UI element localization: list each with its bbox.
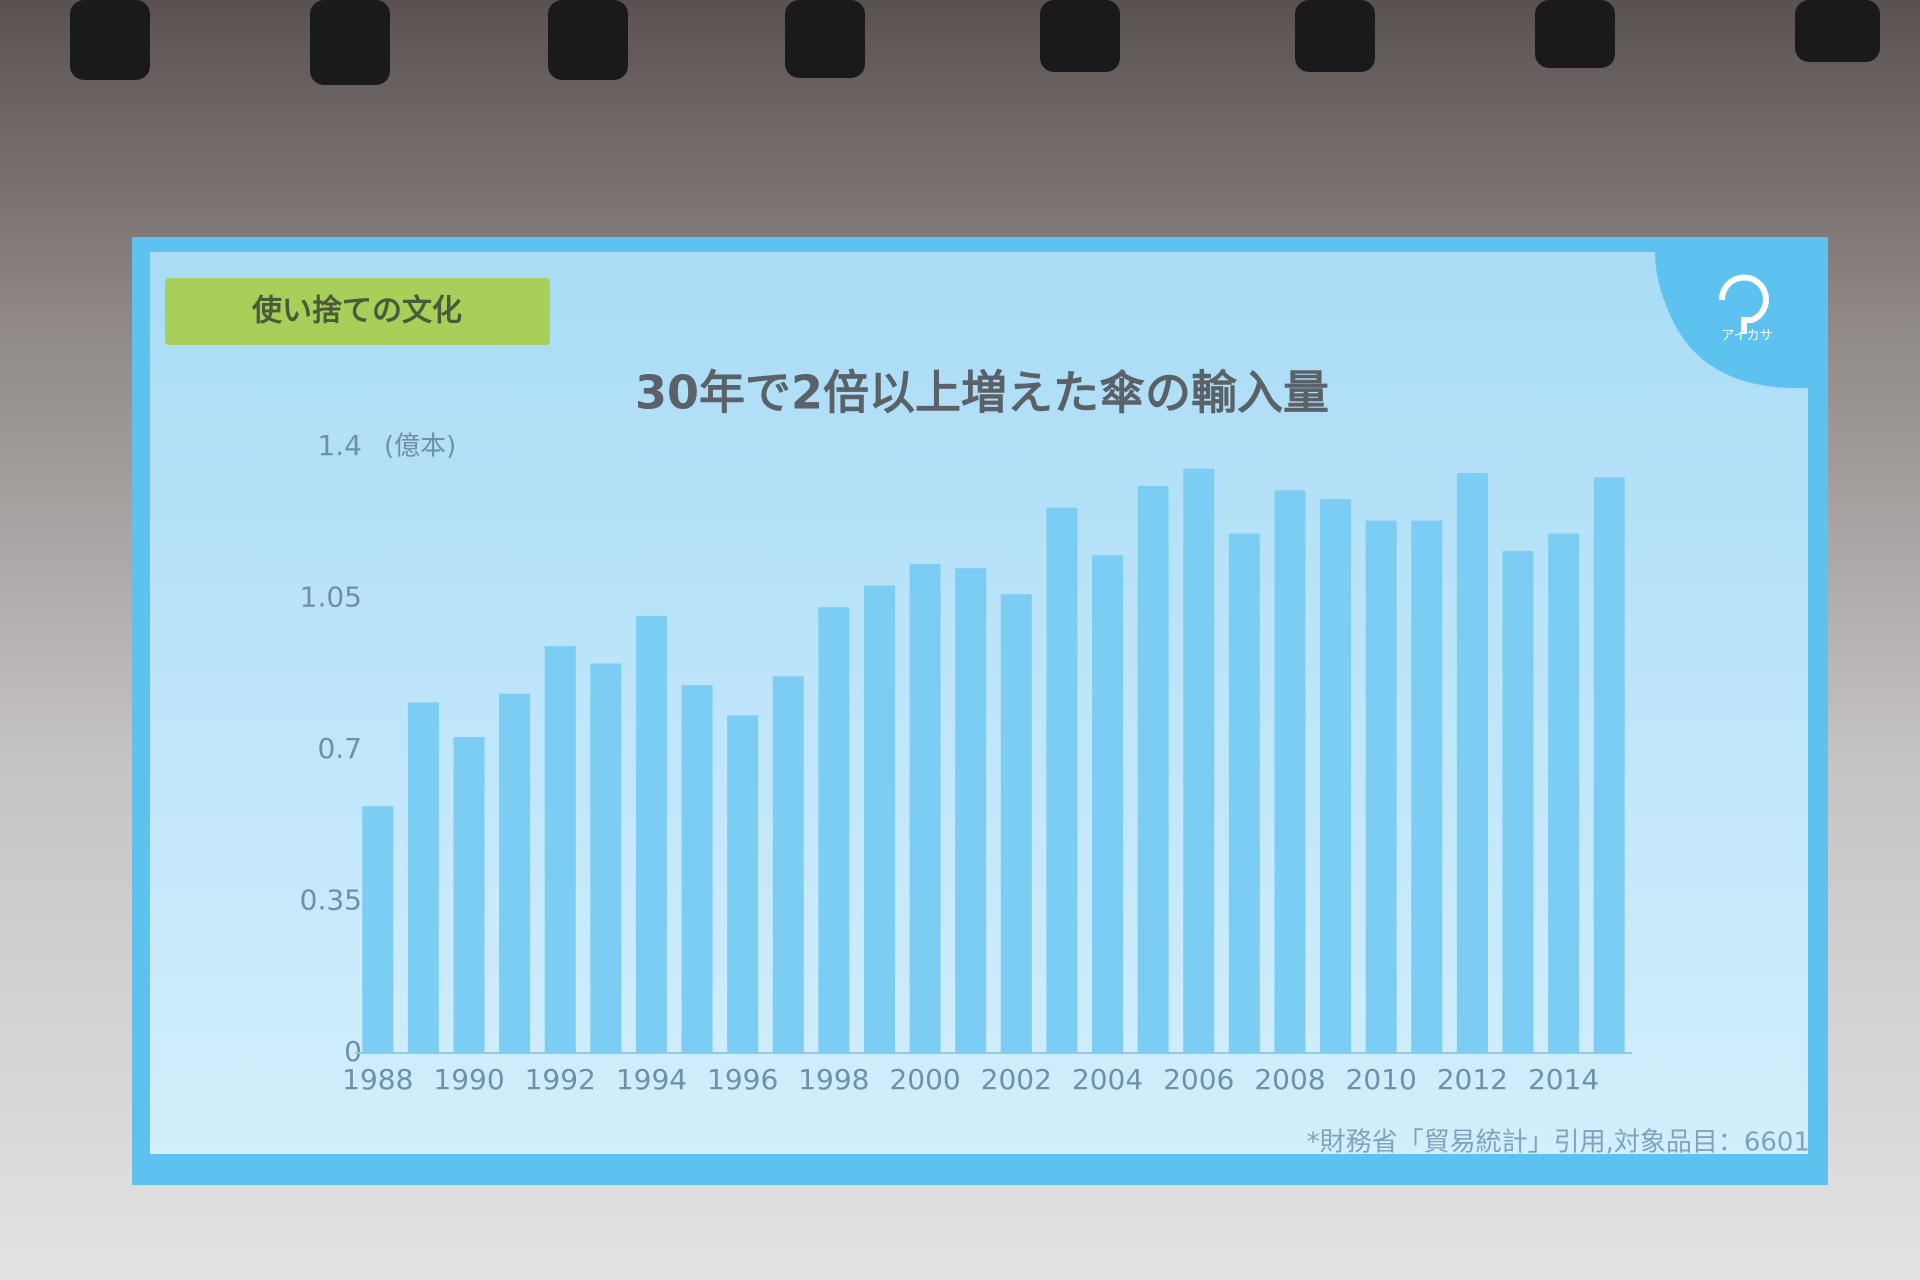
bar — [1228, 533, 1260, 1053]
x-tick-label: 1990 — [433, 1063, 504, 1096]
bar — [1411, 520, 1443, 1053]
bar — [1456, 472, 1488, 1053]
bar — [1000, 594, 1032, 1053]
x-tick-label: 1988 — [342, 1063, 413, 1096]
bar — [818, 607, 850, 1053]
logo-icon — [1718, 274, 1769, 334]
x-tick-label: 2004 — [1072, 1063, 1143, 1096]
bar — [909, 563, 941, 1053]
logo-text: アイカサ — [1721, 329, 1772, 344]
bar — [955, 568, 987, 1053]
x-tick-label: 2014 — [1528, 1063, 1599, 1096]
x-tick-label: 2008 — [1254, 1063, 1325, 1096]
bar — [590, 663, 622, 1053]
y-axis-unit: (億本) — [384, 432, 456, 462]
bar — [453, 737, 485, 1053]
x-tick-label: 2012 — [1437, 1063, 1508, 1096]
badge — [165, 278, 550, 345]
bar — [544, 646, 576, 1053]
bar — [1183, 468, 1215, 1054]
x-tick-label: 1992 — [525, 1063, 596, 1096]
x-tick-label: 2006 — [1163, 1063, 1234, 1096]
bar — [362, 806, 394, 1053]
y-tick-label: 0 — [344, 1035, 362, 1068]
x-tick-label: 1994 — [616, 1063, 687, 1096]
bar — [1502, 550, 1534, 1053]
badge-text: 使い捨ての文化 — [251, 294, 462, 329]
bar — [1046, 507, 1078, 1054]
bar — [1274, 490, 1306, 1053]
bar — [863, 585, 895, 1053]
x-tick-label: 1998 — [798, 1063, 869, 1096]
bar — [727, 715, 759, 1053]
bar — [499, 693, 531, 1053]
bar — [1365, 520, 1397, 1053]
x-tick-label: 2002 — [981, 1063, 1052, 1096]
bar — [681, 685, 713, 1053]
bar — [772, 676, 804, 1053]
bar — [635, 615, 667, 1053]
chart-title: 30年で2倍以上増えた傘の輸入量 — [635, 366, 1329, 420]
bar — [1593, 477, 1625, 1053]
y-tick-label: 0.35 — [300, 884, 362, 917]
y-tick-label: 0.7 — [317, 732, 362, 765]
bar — [1320, 498, 1352, 1053]
y-tick-label: 1.4 — [317, 429, 362, 462]
logo-corner — [1655, 252, 1808, 389]
stage-lights — [70, 0, 1880, 85]
bar — [1548, 533, 1580, 1053]
source-note: *財務省「貿易統計」引用,対象品目：6601 — [1307, 1128, 1810, 1158]
x-tick-label: 2010 — [1346, 1063, 1417, 1096]
bar — [1092, 555, 1124, 1053]
x-tick-label: 1996 — [707, 1063, 778, 1096]
y-tick-label: 1.05 — [300, 581, 362, 614]
x-tick-label: 2000 — [889, 1063, 960, 1096]
bar — [407, 702, 439, 1053]
bar — [1137, 485, 1169, 1053]
